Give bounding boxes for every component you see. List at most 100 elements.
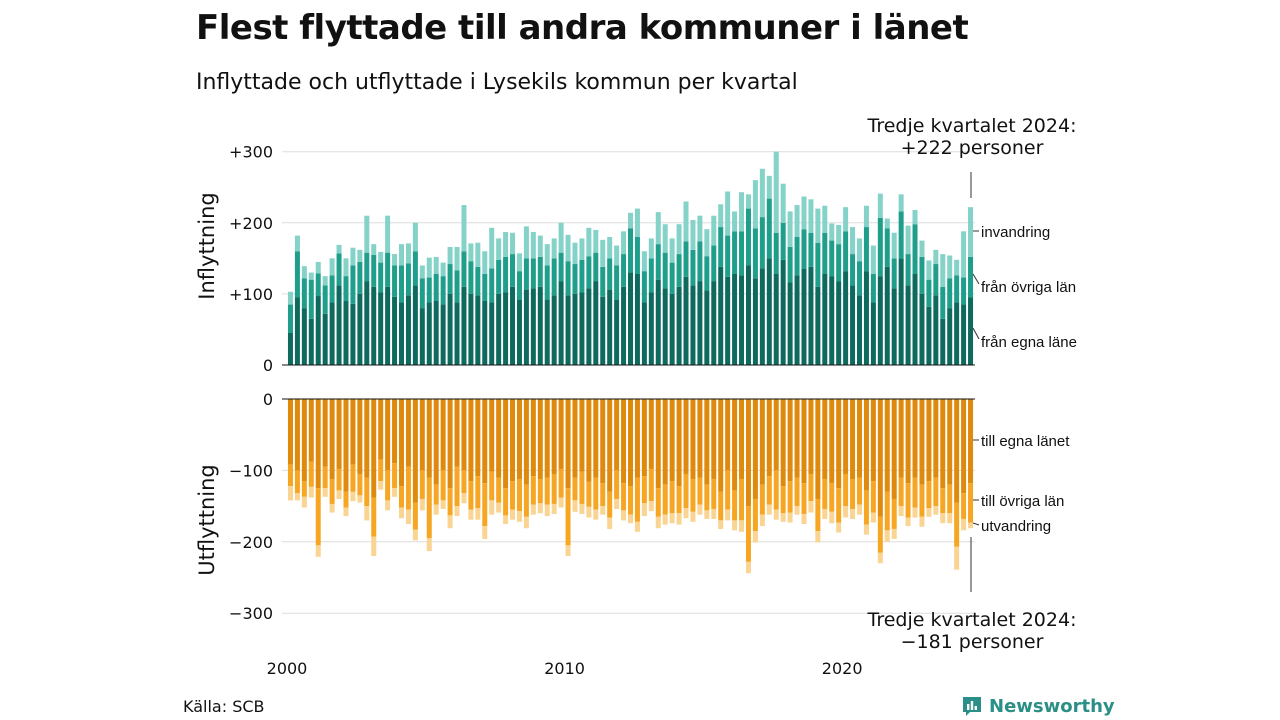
bar-in-s1-67 [752, 228, 758, 279]
bar-out-s1-15 [392, 463, 398, 489]
bar-out-s2-56 [676, 513, 682, 525]
bar-out-s0-32 [510, 399, 516, 482]
bar-out-s0-31 [503, 399, 509, 489]
bar-in-s2-62 [718, 204, 724, 228]
bar-in-s0-68 [759, 268, 765, 365]
bar-out-s2-87 [891, 528, 897, 539]
bar-in-s0-45 [600, 296, 606, 365]
bar-out-s0-69 [766, 399, 772, 477]
bar-in-s0-15 [392, 296, 398, 365]
bar-out-s2-41 [572, 500, 578, 512]
bar-out-s2-72 [787, 512, 793, 523]
bar-out-s2-66 [745, 561, 751, 574]
bar-out-s0-76 [815, 399, 821, 499]
bar-in-s1-33 [516, 271, 522, 300]
bar-in-s1-35 [530, 258, 536, 289]
bar-in-s2-2 [301, 266, 307, 279]
bar-in-s0-64 [732, 273, 738, 365]
bar-out-s1-19 [419, 470, 425, 499]
bar-out-s2-22 [440, 500, 446, 509]
bar-out-s0-12 [371, 399, 377, 498]
chart-title: Flest flyttade till andra kommuner i län… [196, 8, 969, 48]
ylabel-inflow: Inflyttning [195, 192, 219, 299]
bar-in-s2-17 [405, 243, 411, 264]
bar-in-s0-16 [399, 302, 404, 365]
bar-in-s2-77 [822, 205, 828, 233]
bar-in-s2-93 [933, 249, 939, 265]
bar-in-s1-57 [683, 241, 689, 277]
bar-in-s0-62 [718, 266, 724, 365]
bar-out-s2-92 [926, 508, 932, 517]
bar-out-s1-49 [628, 486, 633, 515]
bar-out-s0-64 [732, 399, 738, 491]
bar-in-s0-30 [496, 293, 502, 365]
bar-out-s1-24 [454, 466, 460, 507]
bar-in-s1-76 [815, 242, 821, 287]
annotation-bottom-line1: Tredje kvartalet 2024: [867, 609, 1077, 631]
bar-out-s0-10 [357, 399, 363, 474]
bar-out-s1-57 [683, 473, 689, 509]
bar-in-s1-38 [551, 258, 557, 296]
bar-out-s0-16 [399, 399, 404, 487]
bar-in-s1-8 [343, 276, 349, 302]
bar-in-s0-53 [655, 279, 661, 365]
bar-out-s0-52 [648, 399, 654, 469]
bar-in-s2-43 [586, 227, 592, 257]
bar-in-s0-57 [683, 276, 689, 365]
bar-out-s0-80 [843, 399, 849, 474]
bar-out-s2-94 [940, 513, 946, 524]
leader-in-own [972, 327, 980, 340]
bar-in-s1-75 [808, 232, 814, 267]
bar-out-s1-50 [634, 477, 640, 522]
bar-in-s0-76 [815, 286, 821, 365]
bar-in-s1-88 [898, 211, 904, 259]
bar-in-s1-97 [961, 277, 967, 305]
bar-out-s0-43 [586, 399, 592, 482]
bar-out-s2-46 [607, 517, 613, 529]
bar-out-s2-48 [621, 510, 627, 521]
bar-in-s0-72 [787, 282, 793, 365]
bar-in-s0-17 [405, 295, 411, 365]
bar-in-s0-9 [350, 303, 356, 365]
bar-out-s1-91 [919, 484, 925, 517]
bar-in-s1-39 [558, 252, 564, 282]
bar-in-s0-87 [891, 288, 897, 365]
bar-out-s2-83 [863, 524, 869, 535]
bar-in-s2-12 [371, 244, 377, 255]
bar-in-s2-82 [857, 238, 862, 262]
bar-in-s2-73 [794, 205, 800, 238]
bar-out-s2-3 [308, 486, 314, 498]
bar-out-s1-14 [385, 470, 391, 501]
bar-out-s1-88 [898, 477, 904, 507]
bar-out-s1-48 [621, 483, 627, 511]
xtick-label: 2010 [544, 659, 585, 678]
bar-out-s0-37 [544, 399, 550, 478]
bar-out-s2-14 [385, 500, 391, 511]
bar-in-s2-47 [614, 245, 620, 266]
bar-out-s1-29 [489, 471, 495, 501]
bar-out-s1-98 [968, 483, 974, 523]
bar-out-s1-41 [572, 477, 578, 501]
bar-in-s1-14 [385, 252, 391, 287]
bar-in-s2-5 [322, 276, 328, 286]
bar-out-s2-61 [711, 508, 717, 519]
bar-in-s2-92 [926, 260, 932, 280]
bar-out-s1-64 [732, 490, 738, 521]
bar-out-s0-74 [801, 399, 807, 484]
bar-out-s2-45 [600, 506, 606, 515]
bar-out-s0-94 [940, 399, 946, 489]
bar-in-s2-6 [329, 258, 335, 276]
bar-out-s1-10 [357, 473, 363, 496]
bar-in-s1-83 [863, 227, 869, 272]
bar-out-s2-8 [343, 507, 349, 517]
bar-in-s0-55 [669, 293, 675, 365]
bar-out-s0-42 [579, 399, 585, 472]
bar-in-s1-91 [919, 256, 925, 294]
bar-in-s2-68 [759, 168, 765, 218]
bar-out-s1-77 [822, 478, 828, 509]
ytick-label-in: +100 [229, 285, 273, 304]
bar-out-s0-82 [857, 399, 862, 478]
bar-out-s0-70 [773, 399, 779, 471]
bar-in-s2-24 [454, 246, 460, 271]
bar-in-s0-69 [766, 258, 772, 365]
